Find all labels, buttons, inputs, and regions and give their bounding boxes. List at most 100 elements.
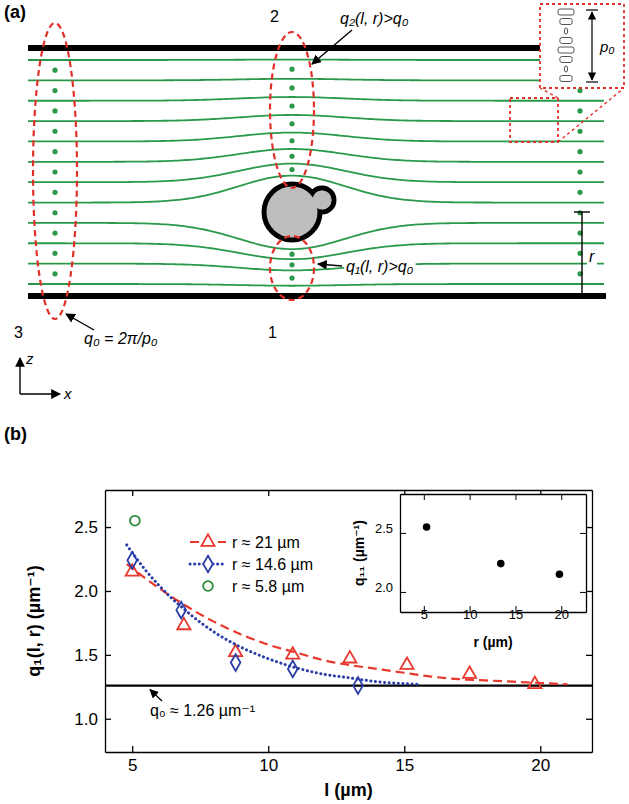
layer-dot	[289, 67, 294, 72]
tick: 5	[421, 606, 428, 622]
tick: 1.0	[74, 710, 111, 729]
molecule	[560, 38, 572, 44]
layer-line	[28, 149, 604, 162]
layer-line	[28, 115, 604, 121]
tick: 2.0	[74, 582, 111, 601]
axis-line	[592, 491, 593, 753]
tick: 2.5	[375, 521, 406, 536]
layer-line	[28, 164, 604, 183]
layer-dot	[289, 121, 294, 126]
tick-mark	[580, 533, 586, 534]
tick-label: 1.5	[74, 646, 98, 665]
plate	[28, 45, 606, 51]
layer-dot	[577, 169, 582, 174]
tick-mark	[424, 494, 425, 500]
layer-line	[28, 243, 604, 259]
tick-label: 2.0	[74, 582, 98, 601]
legend-marker	[201, 534, 214, 545]
axis-line	[400, 495, 401, 613]
tick-mark	[561, 494, 562, 500]
region-annotation: q₀ = 2π/p₀	[84, 330, 158, 347]
tick-label: 5	[421, 607, 428, 622]
y-axis: 1.0 1.5 2.0 2.5	[74, 491, 111, 753]
data-point	[528, 677, 541, 688]
tick: 10	[463, 606, 477, 622]
tick	[268, 490, 269, 496]
tick	[580, 533, 586, 534]
inset-chart: 51015202.02.5r (µm)q₁₁ (µm⁻¹)	[351, 494, 587, 650]
tick-mark	[105, 527, 111, 528]
data-point	[423, 523, 431, 531]
layer-dot	[52, 108, 57, 113]
reference-line	[105, 684, 592, 686]
data-point	[286, 647, 299, 658]
legend-label: r ≈ 21 µm	[232, 534, 300, 551]
layer-dot	[289, 275, 294, 280]
tick-label: 5	[128, 756, 137, 775]
inset-x-axis-top	[401, 494, 587, 500]
tick-label: 2.5	[375, 521, 393, 536]
region-annotation: q₁(l, r)>q₀	[346, 258, 414, 275]
data-point	[400, 657, 413, 668]
molecule	[560, 19, 572, 25]
tick-label: 15	[395, 756, 414, 775]
zoom-box	[540, 4, 624, 88]
axis-line	[105, 491, 106, 753]
tick	[515, 494, 516, 500]
layer-dot	[52, 271, 57, 276]
pointer-arrow	[66, 314, 94, 330]
tick-mark	[580, 592, 586, 593]
data-point	[463, 666, 476, 677]
layer-dot	[289, 154, 294, 159]
panel-label: (b)	[4, 424, 27, 444]
tick-label: 1.0	[74, 710, 98, 729]
tick-mark	[400, 592, 406, 593]
tick-mark	[540, 746, 541, 752]
tick-label: 10	[463, 607, 477, 622]
pitch-arrow	[591, 12, 592, 80]
tick-label: 15	[509, 607, 523, 622]
layer-dot	[289, 252, 294, 257]
data-point	[556, 570, 564, 578]
data-point	[176, 602, 186, 619]
x-axis-top	[106, 490, 593, 496]
tick	[586, 655, 592, 656]
data-point	[288, 661, 298, 678]
data-point	[353, 677, 363, 694]
layer-dot	[52, 190, 57, 195]
tick: 20	[555, 606, 569, 622]
tick	[586, 719, 592, 720]
panel-label: (a)	[4, 2, 26, 22]
pitch-bar	[586, 9, 598, 10]
layer-dot	[52, 129, 57, 134]
inset-background	[400, 494, 586, 612]
molecule	[558, 47, 574, 53]
legend: r ≈ 21 µmr ≈ 14.6 µmr ≈ 5.8 µm	[190, 534, 313, 595]
legend-marker	[203, 556, 213, 573]
legend-label: r ≈ 14.6 µm	[232, 556, 313, 573]
tick	[470, 494, 471, 500]
layer-dot	[289, 85, 294, 90]
coord-label: z	[25, 350, 34, 367]
region-number: 3	[14, 324, 23, 341]
tick: 2.5	[74, 518, 111, 537]
layer-dot	[52, 230, 57, 235]
tick	[580, 592, 586, 593]
particle	[264, 184, 334, 240]
tick-mark	[586, 719, 592, 720]
layer-line	[28, 79, 604, 81]
layer-dot	[52, 149, 57, 154]
tick	[424, 494, 425, 500]
layer-dot	[577, 149, 582, 154]
pitch-bar	[586, 81, 598, 82]
axis-line	[586, 495, 587, 613]
fit-line	[127, 545, 418, 684]
y-axis-right	[586, 491, 593, 753]
zoom-source	[510, 98, 558, 142]
molecule	[558, 9, 574, 15]
layer-dot	[289, 138, 294, 143]
tick-mark	[470, 494, 471, 500]
pointer-arrow	[318, 264, 342, 266]
molecule	[560, 57, 572, 63]
axis-line	[106, 752, 593, 753]
